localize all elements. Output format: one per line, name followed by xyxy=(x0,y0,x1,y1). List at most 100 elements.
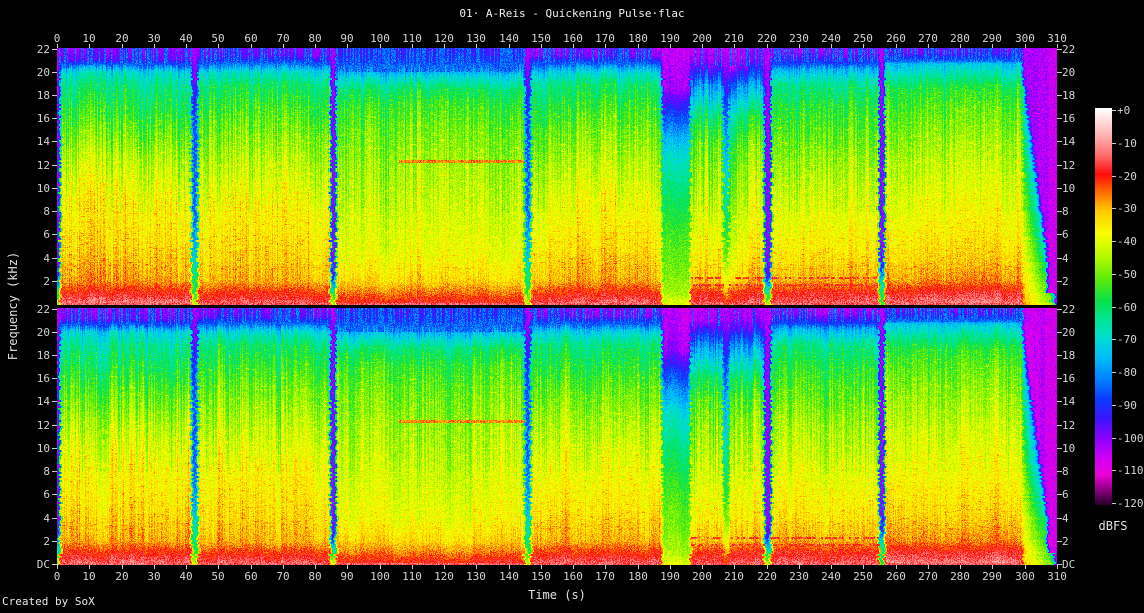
time-tick xyxy=(1057,44,1058,48)
freq-tick xyxy=(52,401,57,402)
freq-tick xyxy=(1057,211,1062,212)
time-tick-label: 230 xyxy=(789,570,809,583)
freq-tick-label: 10 xyxy=(1062,442,1076,455)
time-tick-label: 280 xyxy=(950,32,970,45)
legend-tick-label: -90 xyxy=(1117,399,1137,412)
time-tick xyxy=(638,565,639,569)
time-tick xyxy=(1025,565,1026,569)
freq-tick xyxy=(1057,141,1062,142)
freq-tick-label: 10 xyxy=(36,442,50,455)
time-tick-label: 190 xyxy=(660,32,680,45)
time-tick xyxy=(89,565,90,569)
freq-tick xyxy=(1057,281,1062,282)
time-tick-label: 240 xyxy=(821,570,841,583)
freq-tick-label: 18 xyxy=(36,349,50,362)
freq-tick-label: 14 xyxy=(1062,135,1076,148)
time-tick xyxy=(605,565,606,569)
freq-tick-label: 2 xyxy=(43,535,50,548)
legend-colorbar xyxy=(1095,108,1112,505)
legend-title: dBFS xyxy=(1098,519,1128,533)
freq-tick-label: 16 xyxy=(36,112,50,125)
freq-tick xyxy=(1057,401,1062,402)
y-axis-title: Frequency (kHz) xyxy=(6,251,20,361)
freq-tick-label: 12 xyxy=(36,419,50,432)
freq-tick-label: 2 xyxy=(1062,275,1069,288)
freq-tick xyxy=(52,141,57,142)
legend-tick-label: -100 xyxy=(1117,432,1144,445)
time-tick-label: 210 xyxy=(724,32,744,45)
time-tick-label: 310 xyxy=(1047,32,1067,45)
legend-tick xyxy=(1112,241,1116,242)
time-tick xyxy=(573,44,574,48)
freq-tick xyxy=(1057,355,1062,356)
time-tick xyxy=(186,44,187,48)
credit: Created by SoX xyxy=(2,595,95,608)
time-tick xyxy=(347,44,348,48)
time-tick-label: 220 xyxy=(757,32,777,45)
freq-tick-label: 22 xyxy=(36,43,50,56)
freq-tick-label: 18 xyxy=(1062,89,1076,102)
time-tick xyxy=(186,565,187,569)
legend-tick xyxy=(1112,372,1116,373)
legend-tick xyxy=(1112,405,1116,406)
time-tick-label: 10 xyxy=(82,570,96,583)
freq-tick xyxy=(52,281,57,282)
freq-tick-label: 14 xyxy=(36,395,50,408)
freq-tick xyxy=(52,448,57,449)
time-tick xyxy=(896,565,897,569)
freq-tick xyxy=(52,234,57,235)
legend-tick xyxy=(1112,339,1116,340)
freq-tick xyxy=(52,165,57,166)
time-tick-label: 60 xyxy=(244,570,258,583)
time-tick-label: 160 xyxy=(563,32,583,45)
freq-tick xyxy=(52,211,57,212)
freq-tick-label: 20 xyxy=(36,326,50,339)
freq-tick xyxy=(1057,564,1062,565)
freq-tick-label: 18 xyxy=(1062,349,1076,362)
time-tick-label: 30 xyxy=(147,570,161,583)
time-tick-label: 200 xyxy=(692,570,712,583)
time-tick-label: 110 xyxy=(402,32,422,45)
legend-tick xyxy=(1112,438,1116,439)
time-tick xyxy=(412,44,413,48)
freq-tick xyxy=(52,72,57,73)
time-tick xyxy=(573,565,574,569)
time-tick-label: 260 xyxy=(886,32,906,45)
time-tick xyxy=(89,44,90,48)
time-tick-label: 270 xyxy=(918,32,938,45)
freq-tick-label: 18 xyxy=(36,89,50,102)
time-tick xyxy=(863,565,864,569)
time-tick-label: 80 xyxy=(308,32,322,45)
freq-tick-label: 20 xyxy=(1062,326,1076,339)
time-tick-label: 20 xyxy=(115,32,129,45)
freq-tick xyxy=(1057,494,1062,495)
legend-tick xyxy=(1112,503,1116,504)
time-tick xyxy=(380,565,381,569)
legend-tick-label: -30 xyxy=(1117,202,1137,215)
time-tick xyxy=(541,565,542,569)
freq-tick xyxy=(52,541,57,542)
freq-tick-label: 6 xyxy=(43,228,50,241)
time-tick xyxy=(734,44,735,48)
time-tick-label: 100 xyxy=(370,32,390,45)
freq-tick-label: 12 xyxy=(36,159,50,172)
freq-tick-label: 2 xyxy=(43,275,50,288)
time-tick-label: 300 xyxy=(1015,570,1035,583)
freq-tick xyxy=(1057,378,1062,379)
freq-tick xyxy=(1057,234,1062,235)
time-tick xyxy=(444,565,445,569)
time-tick xyxy=(1057,565,1058,569)
freq-tick xyxy=(1057,425,1062,426)
file-title: 01· A-Reis - Quickening Pulse·flac xyxy=(459,7,685,20)
time-tick-label: 150 xyxy=(531,32,551,45)
freq-tick-label: 14 xyxy=(36,135,50,148)
time-tick xyxy=(863,44,864,48)
time-tick-label: 240 xyxy=(821,32,841,45)
time-tick xyxy=(670,565,671,569)
time-tick xyxy=(831,44,832,48)
freq-tick xyxy=(1057,332,1062,333)
time-tick xyxy=(509,44,510,48)
time-tick-label: 50 xyxy=(211,570,225,583)
freq-tick xyxy=(52,378,57,379)
time-tick xyxy=(251,44,252,48)
